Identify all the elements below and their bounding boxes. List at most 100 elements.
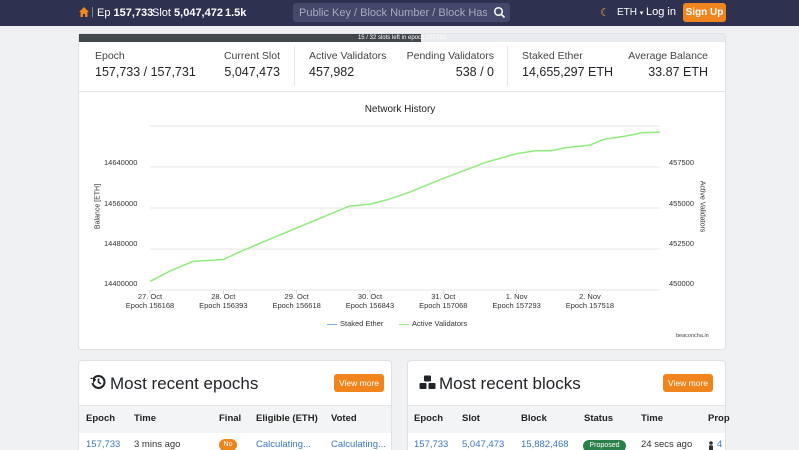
stat-slot-label: Current Slot	[223, 50, 280, 62]
block-proposer-link[interactable]: 4	[717, 439, 723, 450]
stat-active-validators: Active Validators 457,982	[309, 50, 386, 79]
stat-active-label: Active Validators	[309, 50, 387, 62]
block-epoch-link[interactable]: 157,733	[414, 439, 449, 450]
x-tick-epoch: Epoch 156618	[272, 301, 321, 310]
x-tick-epoch: Epoch 156168	[125, 301, 175, 310]
col-header-status[interactable]: Status	[584, 413, 614, 424]
col-header-epoch[interactable]: Epoch	[414, 413, 444, 424]
caret-down-icon: ▾	[639, 10, 644, 17]
nav-eth-price[interactable]: 1.5k	[225, 7, 247, 19]
epoch-time: 3 mins ago	[134, 439, 181, 450]
epochs-view-more-button[interactable]: View more	[334, 374, 384, 392]
col-header-time[interactable]: Time	[134, 413, 157, 424]
epoch-progress-bar: 15 / 32 slots left in epoch 157733	[79, 34, 725, 42]
legend-label: Staked Ether	[340, 319, 384, 328]
y2-tick-label: 457500	[669, 158, 695, 167]
block-status-badge: Proposed	[583, 440, 626, 450]
col-header-time[interactable]: Time	[641, 413, 664, 424]
col-header-epoch[interactable]: Epoch	[86, 413, 116, 424]
x-tick-date: 28. Oct	[211, 292, 236, 301]
epochs-table-header	[79, 405, 391, 433]
y2-tick-label: 455000	[669, 199, 695, 208]
x-tick-epoch: Epoch 157293	[492, 301, 541, 310]
stat-epoch: Epoch 157,733 / 157,731	[95, 50, 196, 79]
col-header-block[interactable]: Block	[521, 413, 547, 424]
y2-axis-title: Active Validators	[698, 180, 706, 233]
stat-pending-value: 538 / 0	[455, 65, 494, 79]
y-axis-title: Balance [ETH]	[94, 183, 102, 230]
x-tick-date: 29. Oct	[284, 292, 309, 301]
x-tick-date: 27. Oct	[137, 292, 163, 301]
search-icon[interactable]	[493, 6, 506, 19]
recent-blocks-title: Most recent blocks	[439, 374, 581, 393]
legend-swatch	[327, 323, 337, 325]
block-slot-link[interactable]: 5,047,473	[462, 439, 505, 450]
nav-epoch[interactable]: Ep 157,733	[97, 7, 153, 19]
y-tick-label: 14640000	[104, 158, 138, 167]
legend-label: Active Validators	[412, 319, 468, 328]
chart-title: Network History	[364, 104, 436, 115]
chart-credit[interactable]: beaconcha.in	[676, 333, 709, 339]
x-tick-epoch: Epoch 156843	[345, 301, 395, 310]
stat-staked-ether: Staked Ether 14,655,297 ETH	[522, 50, 613, 79]
y2-tick-label: 452500	[669, 239, 695, 248]
blocks-view-more-button[interactable]: View more	[663, 374, 713, 392]
login-link[interactable]: Log in	[646, 6, 676, 18]
x-tick-epoch: Epoch 156393	[199, 301, 248, 310]
nav-slot-value: 5,047,472	[174, 7, 223, 19]
signup-button[interactable]: Sign Up	[683, 3, 726, 22]
epoch-eligible: Calculating...	[256, 439, 311, 450]
stat-epoch-value[interactable]: 157,733 / 157,731	[95, 65, 196, 79]
legend-staked-ether[interactable]: Staked Ether	[327, 319, 383, 328]
blocks-table-header	[408, 405, 725, 433]
x-tick-date: 1. Nov	[505, 292, 528, 301]
stat-slot-value[interactable]: 5,047,473	[224, 65, 280, 79]
stat-avg-label: Average Balance	[628, 50, 708, 62]
moon-icon[interactable]: ☾	[600, 7, 610, 19]
col-header-final[interactable]: Final	[219, 413, 242, 424]
nav-epoch-value: 157,733	[113, 7, 154, 19]
x-tick-date: 30. Oct	[357, 292, 383, 301]
block-time: 24 secs ago	[641, 439, 693, 450]
card-divider	[79, 91, 725, 92]
legend-active-validators[interactable]: Active Validators	[399, 319, 467, 328]
stat-divider	[507, 46, 508, 86]
active-validators-line[interactable]	[149, 131, 661, 283]
col-header-voted[interactable]: Voted	[331, 413, 357, 424]
epoch-link[interactable]: 157,733	[86, 439, 121, 450]
nav-slot[interactable]: Slot 5,047,472	[152, 7, 223, 19]
y2-tick-label: 450000	[669, 279, 695, 288]
stat-avg-value: 33.87 ETH	[648, 65, 708, 79]
col-header-proposer[interactable]: Prop	[708, 413, 730, 424]
stat-staked-label: Staked Ether	[522, 50, 583, 62]
stat-divider	[294, 46, 295, 86]
stat-staked-value: 14,655,297 ETH	[522, 65, 614, 79]
recent-epochs-title: Most recent epochs	[110, 374, 259, 393]
stat-pending-validators: Pending Validators 538 / 0	[400, 50, 494, 79]
top-navbar: | Ep 157,733 Slot 5,047,472 1.5k ☾ ETH ▾…	[0, 0, 799, 26]
stat-current-slot: Current Slot 5,047,473	[210, 50, 280, 79]
cubes-icon	[419, 375, 437, 395]
x-tick-date: 31. Oct	[431, 292, 456, 301]
epoch-progress-text: 15 / 32 slots left in epoch 157733	[357, 35, 447, 41]
y-tick-label: 14480000	[104, 239, 138, 248]
col-header-slot[interactable]: Slot	[462, 413, 480, 424]
block-number-link[interactable]: 15,882,468	[521, 439, 569, 450]
search-input[interactable]	[299, 5, 487, 20]
search-box	[293, 3, 510, 22]
nav-epoch-label: Ep	[97, 7, 111, 19]
nav-slot-label: Slot	[152, 7, 171, 19]
final-status-badge: No	[219, 439, 237, 450]
y-tick-label: 14400000	[104, 279, 138, 288]
stat-active-value: 457,982	[309, 65, 355, 79]
currency-select[interactable]: ETH ▾	[617, 7, 643, 18]
stat-average-balance: Average Balance 33.87 ETH	[618, 50, 708, 79]
x-tick-epoch: Epoch 157068	[419, 301, 468, 310]
x-tick-date: 2. Nov	[579, 292, 601, 301]
home-icon[interactable]	[78, 6, 90, 18]
currency-label: ETH	[617, 7, 637, 18]
col-header-eligible[interactable]: Eligible (ETH)	[256, 413, 318, 424]
epoch-progress-fill	[79, 34, 422, 42]
legend-swatch	[399, 323, 409, 325]
